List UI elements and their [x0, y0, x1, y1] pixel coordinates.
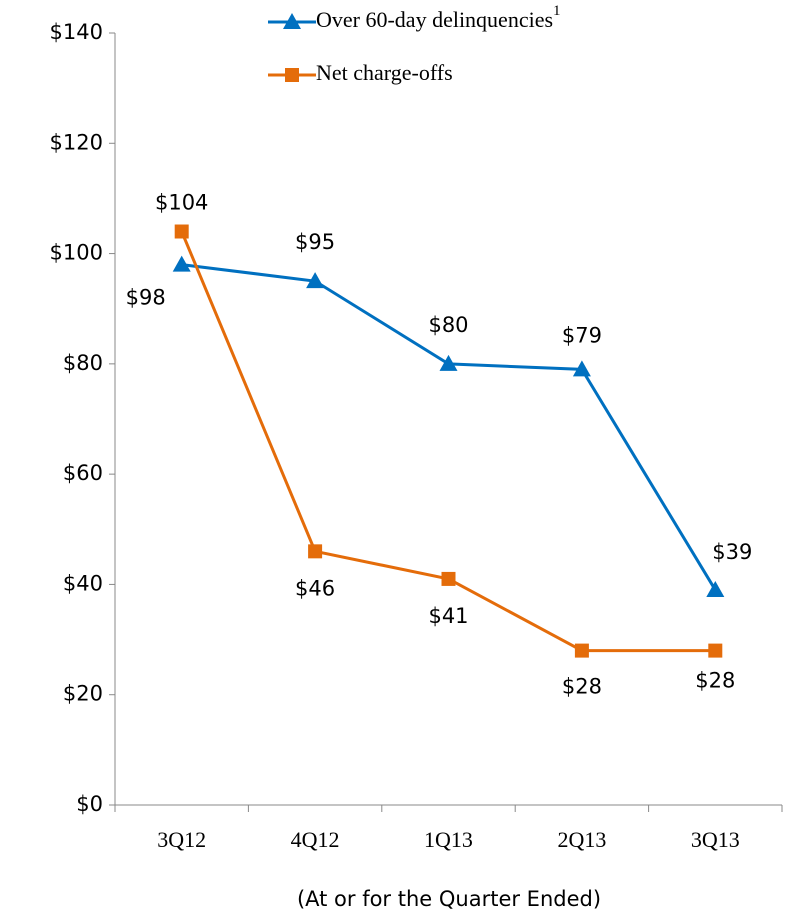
legend-name: Over 60-day delinquencies: [316, 7, 553, 32]
data-label: $39: [712, 540, 752, 564]
x-tick-label: 3Q12: [157, 827, 206, 852]
legend-label: Net charge-offs: [316, 60, 453, 85]
marker: [708, 643, 723, 658]
data-label: $80: [428, 313, 468, 337]
marker: [285, 68, 299, 82]
data-label: $41: [428, 604, 468, 628]
data-label: $28: [562, 675, 602, 699]
marker: [441, 571, 456, 586]
data-label: $28: [695, 669, 735, 693]
legend-superscript: 1: [553, 3, 561, 19]
data-label: $104: [155, 191, 208, 215]
y-tick-label: $140: [50, 20, 103, 44]
data-label: $46: [295, 576, 335, 600]
y-tick-label: $120: [50, 130, 103, 154]
marker: [283, 13, 301, 29]
marker: [172, 255, 191, 272]
y-tick-label: $20: [63, 682, 103, 706]
x-tick-label: 3Q13: [691, 827, 740, 852]
x-tick-label: 2Q13: [557, 827, 606, 852]
x-tick-label: 1Q13: [424, 827, 473, 852]
y-tick-label: $100: [50, 241, 103, 265]
y-tick-label: $40: [63, 571, 103, 595]
data-label: $98: [126, 286, 166, 310]
marker: [572, 360, 591, 377]
legend-label: Over 60-day delinquencies1: [316, 3, 561, 32]
y-tick-label: $80: [63, 351, 103, 375]
marker: [306, 272, 325, 289]
x-tick-label: 4Q12: [291, 827, 340, 852]
x-axis-label: (At or for the Quarter Ended): [297, 887, 601, 911]
data-label: $95: [295, 230, 335, 254]
data-label: $79: [562, 323, 602, 347]
marker: [308, 544, 323, 559]
y-tick-label: $0: [76, 792, 103, 816]
marker: [574, 643, 589, 658]
marker: [439, 354, 458, 371]
legend-name: Net charge-offs: [316, 60, 453, 85]
y-tick-label: $60: [63, 461, 103, 485]
marker: [706, 580, 725, 597]
marker: [174, 224, 189, 239]
series-line: [180, 230, 716, 653]
